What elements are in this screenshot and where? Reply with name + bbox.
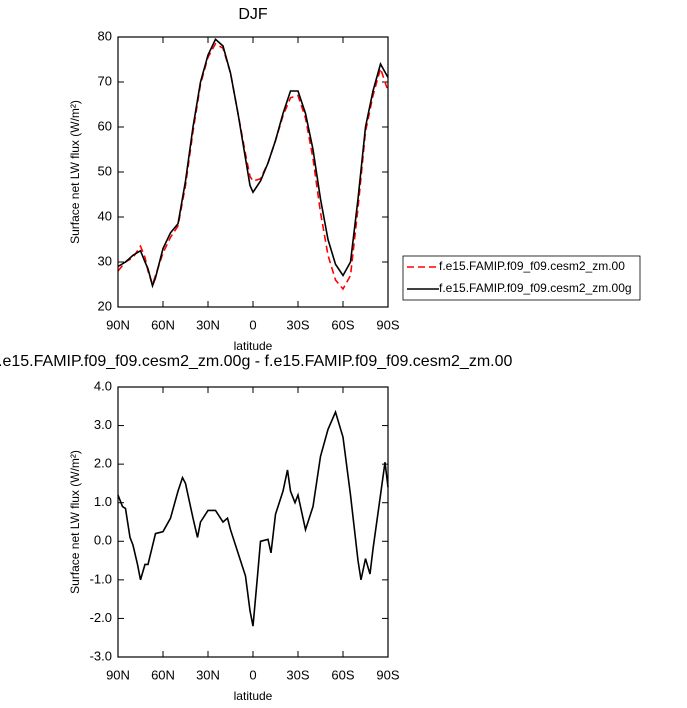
y-tick-label: 20 <box>98 298 112 313</box>
plot-frame <box>117 36 389 308</box>
plot-frame <box>117 386 389 658</box>
data-line <box>117 409 389 627</box>
chart-title: f.e15.FAMIP.f09_f09.cesm2_zm.00g - f.e15… <box>0 353 513 370</box>
y-tick-label: -1.0 <box>90 571 112 586</box>
legend-label: f.e15.FAMIP.f09_f09.cesm2_zm.00 <box>439 259 625 273</box>
x-tick-label: 30N <box>196 667 220 682</box>
legend-box <box>402 255 641 301</box>
y-tick-label: 0.0 <box>94 533 112 548</box>
y-axis-label: Surface net LW flux (W/m²) <box>68 450 82 594</box>
chart-title: DJF <box>238 6 268 23</box>
data-line <box>117 42 389 291</box>
y-tick-label: 70 <box>98 73 112 88</box>
x-tick-label: 60S <box>331 667 354 682</box>
x-tick-label: 60N <box>151 667 175 682</box>
x-tick-label: 0 <box>249 667 256 682</box>
y-tick-label: -3.0 <box>90 648 112 663</box>
y-tick-label: 80 <box>98 28 112 43</box>
x-tick-label: 90N <box>106 317 130 332</box>
x-tick-label: 30S <box>286 317 309 332</box>
y-tick-label: 2.0 <box>94 456 112 471</box>
y-tick-label: 4.0 <box>94 378 112 393</box>
x-tick-label: 30N <box>196 317 220 332</box>
x-tick-label: 0 <box>249 317 256 332</box>
legend-label: f.e15.FAMIP.f09_f09.cesm2_zm.00g <box>439 281 632 295</box>
x-tick-label: 30S <box>286 667 309 682</box>
x-tick-label: 60N <box>151 317 175 332</box>
y-tick-label: 3.0 <box>94 417 112 432</box>
y-tick-label: 60 <box>98 118 112 133</box>
x-tick-label: 90S <box>376 317 399 332</box>
y-tick-label: 50 <box>98 163 112 178</box>
x-axis-label: latitude <box>234 339 273 353</box>
y-tick-label: -2.0 <box>90 610 112 625</box>
y-tick-label: 30 <box>98 253 112 268</box>
data-line <box>117 37 389 289</box>
x-tick-label: 90S <box>376 667 399 682</box>
x-tick-label: 60S <box>331 317 354 332</box>
x-axis-label: latitude <box>234 689 273 703</box>
x-tick-label: 90N <box>106 667 130 682</box>
y-tick-label: 1.0 <box>94 494 112 509</box>
y-axis-label: Surface net LW flux (W/m²) <box>68 100 82 244</box>
y-tick-label: 40 <box>98 208 112 223</box>
